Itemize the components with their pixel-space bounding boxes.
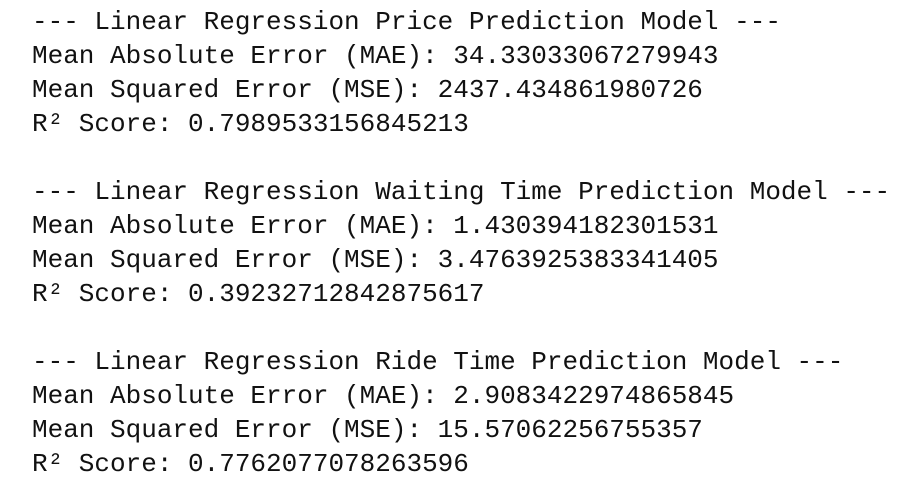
metric-line: Mean Squared Error (MSE): 2437.434861980…: [32, 75, 703, 105]
metric-line: Mean Absolute Error (MAE): 34.3303306727…: [32, 41, 719, 71]
metric-line: R² Score: 0.7762077078263596: [32, 449, 469, 479]
output-block: --- Linear Regression Price Prediction M…: [32, 5, 918, 141]
metric-line: R² Score: 0.39232712842875617: [32, 279, 485, 309]
metric-line: Mean Squared Error (MSE): 15.57062256755…: [32, 415, 703, 445]
block-heading: --- Linear Regression Waiting Time Predi…: [32, 177, 891, 207]
output-block: --- Linear Regression Ride Time Predicti…: [32, 345, 918, 481]
block-heading: --- Linear Regression Ride Time Predicti…: [32, 347, 844, 377]
output-block: --- Linear Regression Waiting Time Predi…: [32, 175, 918, 311]
block-heading: --- Linear Regression Price Prediction M…: [32, 7, 781, 37]
metric-line: Mean Absolute Error (MAE): 1.43039418230…: [32, 211, 719, 241]
metric-line: R² Score: 0.7989533156845213: [32, 109, 469, 139]
metric-line: Mean Squared Error (MSE): 3.476392538334…: [32, 245, 719, 275]
metric-line: Mean Absolute Error (MAE): 2.90834229748…: [32, 381, 735, 411]
